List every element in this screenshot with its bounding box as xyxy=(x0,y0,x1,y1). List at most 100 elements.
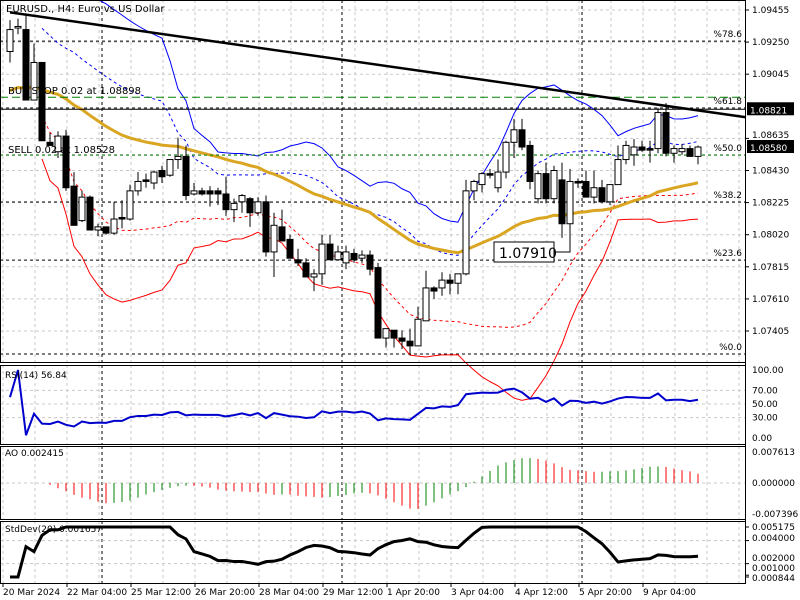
moving-average-line xyxy=(9,85,699,255)
candle-body xyxy=(558,179,566,225)
candle-body xyxy=(126,190,134,220)
sell-order-label[interactable]: SELL 0.02 at 1.08528 xyxy=(8,145,115,156)
fibonacci-level-label: %61.8 xyxy=(713,97,742,107)
price-axis-label: 1.07610 xyxy=(752,295,789,305)
stddev-axis-label: 0.004000 xyxy=(752,534,795,544)
candle xyxy=(206,186,214,207)
candle-body xyxy=(270,224,278,253)
candle-body xyxy=(310,273,318,278)
candle-body xyxy=(462,190,470,275)
stddev-line xyxy=(10,525,699,579)
candle-body xyxy=(622,144,630,161)
time-axis-label: 5 Apr 20:00 xyxy=(579,588,632,598)
candle xyxy=(126,184,134,221)
candle xyxy=(118,200,126,229)
candle-body xyxy=(534,173,542,200)
candle-body xyxy=(406,340,414,347)
rsi-axis-label: 0.00 xyxy=(752,434,772,444)
candle xyxy=(398,330,406,350)
price-axis-label: 1.08635 xyxy=(752,131,789,141)
candle-body xyxy=(6,29,14,52)
time-axis-label: 3 Apr 04:00 xyxy=(451,588,504,598)
candle xyxy=(294,248,302,267)
candle-body xyxy=(230,202,238,211)
time-axis-label: 20 Mar 2024 xyxy=(3,588,60,598)
buy-stop-order-label[interactable]: BUY STOP 0.02 at 1.08898 xyxy=(8,86,141,97)
candle xyxy=(78,190,86,223)
candle-body xyxy=(198,190,206,195)
candle-body xyxy=(254,201,262,214)
rsi-axis-label: 50.00 xyxy=(752,400,778,410)
time-axis-label: 4 Apr 12:00 xyxy=(515,588,568,598)
price-axis-label: 1.09045 xyxy=(752,70,789,80)
candle xyxy=(110,201,118,235)
candle xyxy=(198,187,206,196)
candle-body xyxy=(206,190,214,195)
candle xyxy=(694,145,702,165)
candle xyxy=(478,172,486,193)
candle xyxy=(30,43,38,101)
trendline[interactable] xyxy=(9,11,747,119)
pane-frame xyxy=(0,0,746,363)
candle xyxy=(686,145,694,157)
price-annotation-box[interactable] xyxy=(493,241,555,263)
candle-body xyxy=(174,155,182,161)
candle xyxy=(374,262,382,339)
candle xyxy=(446,273,454,295)
candle-body xyxy=(30,61,38,101)
candle-body xyxy=(606,184,614,203)
candle xyxy=(286,234,294,259)
stddev-axis-label: 0.001000 xyxy=(752,564,795,574)
candle xyxy=(278,209,286,242)
candle xyxy=(46,132,54,146)
stddev-axis-label: 0.002000 xyxy=(752,554,795,564)
stddev-label: StdDev(20) 0.001657 xyxy=(5,525,102,535)
candle-body xyxy=(638,146,646,151)
price-axis-label: 1.07815 xyxy=(752,263,789,273)
candle xyxy=(566,168,574,252)
time-axis-label: 26 Mar 20:00 xyxy=(195,588,255,598)
candle-body xyxy=(318,243,326,275)
candle-body xyxy=(262,201,270,253)
candle-body xyxy=(278,226,286,242)
time-axis-label: 9 Apr 04:00 xyxy=(643,588,696,598)
candle xyxy=(270,212,278,277)
ask-price-box-label: 1.08821 xyxy=(750,106,787,116)
price-axis-label: 1.09455 xyxy=(752,6,789,16)
candle-body xyxy=(150,171,158,184)
candle xyxy=(230,198,238,223)
main-price-pane[interactable]: %78.6 %61.8 %50.0 %38.2 %23.6 %0.0 xyxy=(0,0,747,401)
indicator-panes[interactable] xyxy=(9,369,699,579)
bid-price-box xyxy=(747,140,794,154)
candle xyxy=(590,170,598,204)
candle xyxy=(302,258,310,278)
candle-body xyxy=(190,190,198,195)
candle-body xyxy=(214,190,222,195)
candle xyxy=(134,172,142,196)
candle-body xyxy=(630,146,638,156)
candle xyxy=(422,270,430,322)
candle-body xyxy=(22,29,30,101)
candle-body xyxy=(286,238,294,259)
candle xyxy=(6,20,14,63)
candle-body xyxy=(614,159,622,186)
candle xyxy=(646,140,654,163)
candle xyxy=(438,272,446,296)
candle-body xyxy=(582,180,590,198)
candle-body xyxy=(342,251,350,264)
candle-body xyxy=(598,187,606,203)
candle xyxy=(574,178,582,188)
candle xyxy=(550,165,558,204)
candle-body xyxy=(590,187,598,198)
candle-body xyxy=(518,129,526,148)
lower-band-line xyxy=(41,158,699,401)
candle xyxy=(662,103,670,157)
fibonacci-level-label: %50.0 xyxy=(713,144,742,154)
candle xyxy=(502,140,510,179)
price-axis-label: 1.09250 xyxy=(752,38,789,48)
price-axis-label: 1.07405 xyxy=(752,327,789,337)
candle-body xyxy=(382,328,390,339)
candle-body xyxy=(94,226,102,231)
